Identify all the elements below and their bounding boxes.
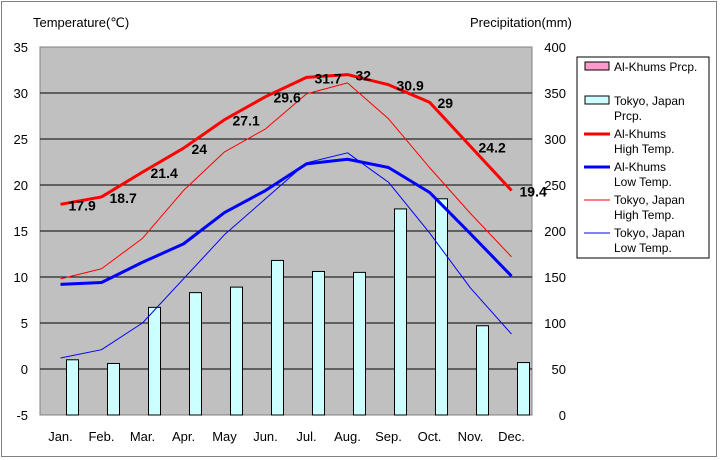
legend-label: Prcp. bbox=[614, 109, 642, 123]
x-tick-label: Jul. bbox=[296, 429, 316, 444]
value-label: 19.4 bbox=[520, 184, 547, 200]
legend-label: High Temp. bbox=[614, 208, 674, 222]
legend-label: Al-Khums Prcp. bbox=[614, 60, 697, 74]
x-tick-label: Sep. bbox=[375, 429, 402, 444]
value-label: 24.2 bbox=[479, 139, 506, 155]
value-label: 32 bbox=[356, 68, 372, 84]
right-tick-labels: 0 50 100 150 200 250 300 350 400 bbox=[544, 40, 566, 423]
legend-label: Low Temp. bbox=[614, 175, 672, 189]
x-tick-label: Dec. bbox=[498, 429, 525, 444]
x-tick-label: May bbox=[212, 429, 237, 444]
precip-bar bbox=[517, 362, 530, 416]
x-tick-label: Jan. bbox=[48, 429, 73, 444]
value-label: 29.6 bbox=[274, 90, 301, 106]
legend-swatch bbox=[584, 95, 610, 105]
precip-bar bbox=[271, 259, 284, 416]
left-tick-label: 35 bbox=[14, 40, 28, 55]
value-label: 30.9 bbox=[397, 78, 424, 94]
precip-bar bbox=[66, 359, 79, 416]
x-tick-label: Feb. bbox=[88, 429, 114, 444]
x-tick-label: Oct. bbox=[418, 429, 442, 444]
right-tick-label: 50 bbox=[552, 362, 566, 377]
x-tick-labels: Jan. Feb. Mar. Apr. May Jun. Jul. Aug. Sep. Oct. N… bbox=[48, 429, 525, 444]
left-tick-label: 20 bbox=[14, 178, 28, 193]
right-tick-label: 250 bbox=[544, 178, 566, 193]
value-label: 27.1 bbox=[233, 113, 260, 129]
value-label: 17.9 bbox=[69, 197, 96, 213]
right-tick-label: 350 bbox=[544, 86, 566, 101]
legend-label: Tokyo, Japan bbox=[614, 226, 685, 240]
right-tick-label: 150 bbox=[544, 270, 566, 285]
right-tick-label: 0 bbox=[559, 408, 566, 423]
legend-label: Tokyo, Japan bbox=[614, 94, 685, 108]
precip-bar bbox=[353, 271, 366, 416]
x-tick-label: Nov. bbox=[458, 429, 484, 444]
value-label: 24 bbox=[192, 141, 208, 157]
legend-label: Tokyo, Japan bbox=[614, 193, 685, 207]
right-tick-label: 400 bbox=[544, 40, 566, 55]
precip-bar bbox=[435, 198, 448, 416]
left-tick-label: 15 bbox=[14, 224, 28, 239]
precip-bar bbox=[189, 292, 202, 416]
x-tick-label: Jun. bbox=[253, 429, 278, 444]
right-tick-label: 200 bbox=[544, 224, 566, 239]
value-label: 31.7 bbox=[315, 70, 342, 86]
right-tick-label: 300 bbox=[544, 132, 566, 147]
precip-bar bbox=[394, 208, 407, 416]
temperature-line bbox=[60, 82, 512, 280]
value-label: 21.4 bbox=[151, 165, 178, 181]
value-label: 29 bbox=[438, 95, 454, 111]
temperature-lines bbox=[60, 73, 513, 359]
legend-label: High Temp. bbox=[614, 142, 674, 156]
value-label: 18.7 bbox=[110, 190, 137, 206]
temperature-line bbox=[60, 152, 512, 359]
left-axis-label: Temperature(℃) bbox=[33, 15, 129, 30]
right-tick-label: 100 bbox=[544, 316, 566, 331]
legend-label: Al-Khums bbox=[614, 127, 666, 141]
legend-box bbox=[576, 56, 710, 259]
right-axis-label: Precipitation(mm) bbox=[470, 15, 572, 30]
x-tick-label: Apr. bbox=[172, 429, 195, 444]
left-tick-label: 25 bbox=[14, 132, 28, 147]
precip-bar bbox=[107, 362, 120, 416]
precip-bars bbox=[66, 198, 530, 416]
temperature-line bbox=[60, 157, 513, 286]
x-tick-label: Aug. bbox=[334, 429, 361, 444]
legend-swatch bbox=[584, 61, 610, 71]
left-tick-labels: -5 0 5 10 15 20 25 30 35 bbox=[14, 40, 28, 423]
precip-bar bbox=[230, 286, 243, 416]
precip-bar bbox=[312, 270, 325, 416]
legend-label: Low Temp. bbox=[614, 241, 672, 255]
precip-bar bbox=[476, 325, 489, 416]
legend-label: Al-Khums bbox=[614, 160, 666, 174]
left-tick-label: 10 bbox=[14, 270, 28, 285]
left-tick-label: 5 bbox=[21, 316, 28, 331]
left-tick-label: 30 bbox=[14, 86, 28, 101]
value-labels: 17.9 18.7 21.4 24 27.1 29.6 31.7 32 30.9 29 24.2 19… bbox=[69, 68, 547, 214]
legend: Al-Khums Prcp.Tokyo, JapanPrcp.Al-KhumsH… bbox=[584, 60, 697, 255]
x-tick-label: Mar. bbox=[130, 429, 155, 444]
temperature-line bbox=[60, 73, 513, 206]
precip-bar bbox=[148, 306, 161, 416]
left-tick-label: -5 bbox=[16, 408, 28, 423]
left-tick-label: 0 bbox=[21, 362, 28, 377]
